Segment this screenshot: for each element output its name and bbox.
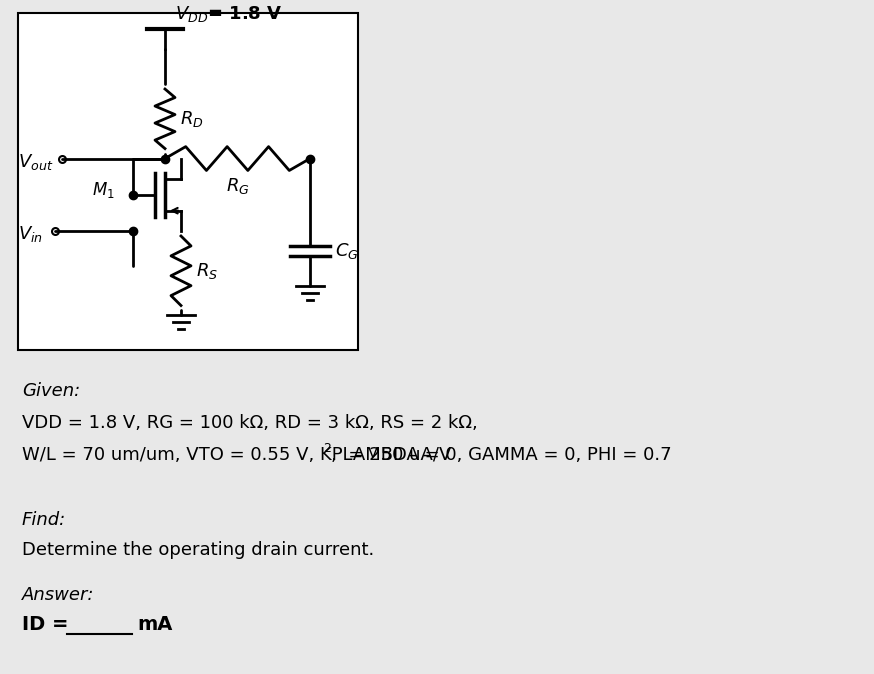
Text: VDD = 1.8 V, RG = 100 kΩ, RD = 3 kΩ, RS = 2 kΩ,: VDD = 1.8 V, RG = 100 kΩ, RD = 3 kΩ, RS … — [22, 414, 478, 432]
Text: $C_G$: $C_G$ — [335, 241, 358, 261]
Text: $V_{in}$: $V_{in}$ — [18, 224, 43, 244]
Text: W/L = 70 um/um, VTO = 0.55 V, KP = 250 uA/V: W/L = 70 um/um, VTO = 0.55 V, KP = 250 u… — [22, 446, 451, 464]
Text: $R_S$: $R_S$ — [196, 261, 218, 281]
Text: $R_G$: $R_G$ — [225, 177, 249, 196]
Text: Determine the operating drain current.: Determine the operating drain current. — [22, 541, 374, 559]
Text: $V_{DD}$= 1.8 V: $V_{DD}$= 1.8 V — [175, 5, 282, 24]
Text: $R_D$: $R_D$ — [180, 109, 204, 129]
Text: , LAMBDA = 0, GAMMA = 0, PHI = 0.7: , LAMBDA = 0, GAMMA = 0, PHI = 0.7 — [331, 446, 671, 464]
FancyBboxPatch shape — [18, 13, 358, 350]
Text: 2: 2 — [323, 441, 331, 454]
Text: Given:: Given: — [22, 382, 80, 400]
Text: mA: mA — [137, 615, 172, 634]
Text: $M_1$: $M_1$ — [93, 180, 115, 200]
Text: Find:: Find: — [22, 511, 66, 529]
Text: ID =: ID = — [22, 615, 75, 634]
Text: $V_{out}$: $V_{out}$ — [18, 152, 53, 171]
Text: Answer:: Answer: — [22, 586, 94, 604]
